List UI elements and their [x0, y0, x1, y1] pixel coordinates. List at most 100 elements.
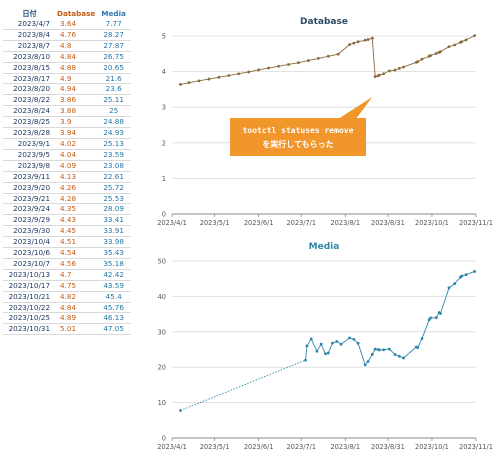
header-database: Database: [57, 9, 96, 18]
y-tick-label: 30: [158, 328, 166, 336]
cell-media: 23.08: [96, 160, 131, 172]
cell-media: 46.13: [96, 312, 131, 325]
data-point: [247, 70, 251, 74]
table-row: 2023/9/20 4.26 25.72: [3, 182, 131, 194]
table-row: 2023/10/6 4.54 35.43: [3, 247, 131, 259]
y-tick-label: 20: [158, 364, 166, 372]
data-point: [366, 38, 370, 41]
data-point: [420, 57, 424, 61]
cell-date: 2023/10/21: [3, 291, 57, 303]
x-tick-label: 2023/6/1: [244, 443, 274, 451]
data-point: [187, 81, 191, 85]
cell-database: 4.84: [56, 302, 97, 314]
cell-media: 45.4: [96, 291, 131, 303]
x-tick-label: 2023/7/1: [286, 219, 316, 227]
cell-date: 2023/10/7: [3, 258, 57, 270]
data-point: [324, 352, 327, 356]
cell-database: 4.94: [56, 83, 97, 96]
cell-database: 4.56: [56, 258, 97, 270]
chart-title: Database: [300, 17, 348, 27]
cell-media: 23.59: [96, 149, 131, 161]
cell-database: 4.89: [56, 312, 97, 325]
data-point: [373, 347, 377, 351]
data-point: [439, 312, 442, 315]
cell-database: 4.04: [56, 149, 97, 161]
table-row: 2023/10/17 4.75 43.59: [3, 280, 131, 292]
cell-date: 2023/10/17: [3, 280, 57, 292]
table-header-row: 日付 Database Media: [3, 8, 131, 19]
table-row: 2023/10/21 4.82 45.4: [3, 291, 131, 303]
x-tick-label: 2023/5/1: [200, 443, 230, 451]
cell-date: 2023/10/6: [3, 247, 57, 259]
cell-media: 25.53: [96, 193, 131, 205]
data-point: [382, 348, 386, 352]
data-point: [434, 316, 438, 320]
cell-media: 28.09: [96, 203, 131, 216]
table-row: 2023/8/20 4.94 23.6: [3, 83, 131, 96]
data-point: [464, 273, 468, 277]
data-point: [453, 282, 457, 286]
x-tick-label: 2023/10/1: [415, 443, 449, 451]
cell-database: 4.28: [56, 193, 97, 205]
table-body: 2023/4/7 3.64 7.77 2023/8/4 4.76 28.27 2023/8/…: [3, 19, 131, 336]
table-row: 2023/9/21 4.28 25.53: [3, 193, 131, 205]
cell-date: 2023/8/4: [3, 29, 57, 41]
data-point: [447, 45, 451, 49]
cell-database: 4.84: [56, 51, 97, 63]
x-tick-label: 2023/11/1: [459, 443, 493, 451]
data-point: [420, 337, 424, 340]
table-row: 2023/9/1 4.02 25.13: [3, 137, 131, 150]
data-point: [257, 68, 261, 72]
cell-database: 4.13: [56, 171, 97, 183]
cell-database: 3.64: [56, 19, 97, 30]
cell-date: 2023/9/5: [3, 149, 57, 161]
data-point: [352, 337, 356, 341]
cell-date: 2023/9/1: [3, 137, 57, 150]
table-row: 2023/9/5 4.04 23.59: [3, 149, 131, 161]
data-point: [237, 72, 241, 76]
cell-date: 2023/8/22: [3, 94, 57, 107]
cell-media: 25.72: [96, 182, 131, 194]
cell-database: 4.82: [56, 291, 97, 303]
series-line: [180, 35, 475, 85]
x-tick-label: 2023/4/1: [157, 443, 187, 451]
data-point: [378, 348, 381, 352]
y-tick-label: 5: [162, 33, 166, 41]
table-row: 2023/8/10 4.84 26.75: [3, 51, 131, 63]
data-point: [460, 40, 464, 44]
table-row: 2023/10/13 4.7 42.42: [3, 269, 131, 281]
data-point: [335, 339, 339, 343]
callout-text-line1: tootctl statuses remove: [243, 126, 354, 135]
data-point: [305, 344, 309, 348]
table-row: 2023/8/17 4.9 21.6: [3, 73, 131, 85]
data-point: [197, 79, 201, 83]
callout-text-line2: を実行してもらった: [262, 139, 333, 149]
cell-date: 2023/8/10: [3, 51, 57, 63]
data-point: [439, 50, 442, 54]
cell-date: 2023/9/21: [3, 193, 57, 205]
data-point: [429, 316, 432, 320]
cell-media: 42.42: [96, 269, 131, 281]
data-point: [382, 72, 386, 76]
x-tick-label: 2023/8/31: [371, 219, 405, 227]
table-row: 2023/8/24 3.88 25: [3, 105, 131, 118]
y-tick-label: 1: [162, 175, 166, 183]
table-row: 2023/4/7 3.64 7.77: [3, 19, 131, 30]
x-tick-label: 2023/10/1: [415, 219, 449, 227]
table-row: 2023/8/7 4.8 27.87: [3, 40, 131, 52]
cell-database: 4.75: [56, 280, 97, 292]
cell-media: 27.87: [96, 40, 131, 52]
cell-date: 2023/9/29: [3, 214, 57, 227]
data-point: [387, 347, 391, 351]
data-point: [315, 349, 319, 353]
data-point: [277, 64, 280, 68]
data-point: [366, 360, 370, 363]
cell-database: 4.9: [56, 73, 97, 85]
cell-date: 2023/10/25: [3, 312, 57, 325]
data-point: [416, 60, 420, 64]
x-tick-label: 2023/5/1: [200, 219, 230, 227]
cell-database: 3.9: [56, 116, 97, 129]
cell-media: 43.59: [96, 280, 131, 292]
data-point: [356, 341, 360, 345]
cell-date: 2023/8/24: [3, 105, 57, 118]
